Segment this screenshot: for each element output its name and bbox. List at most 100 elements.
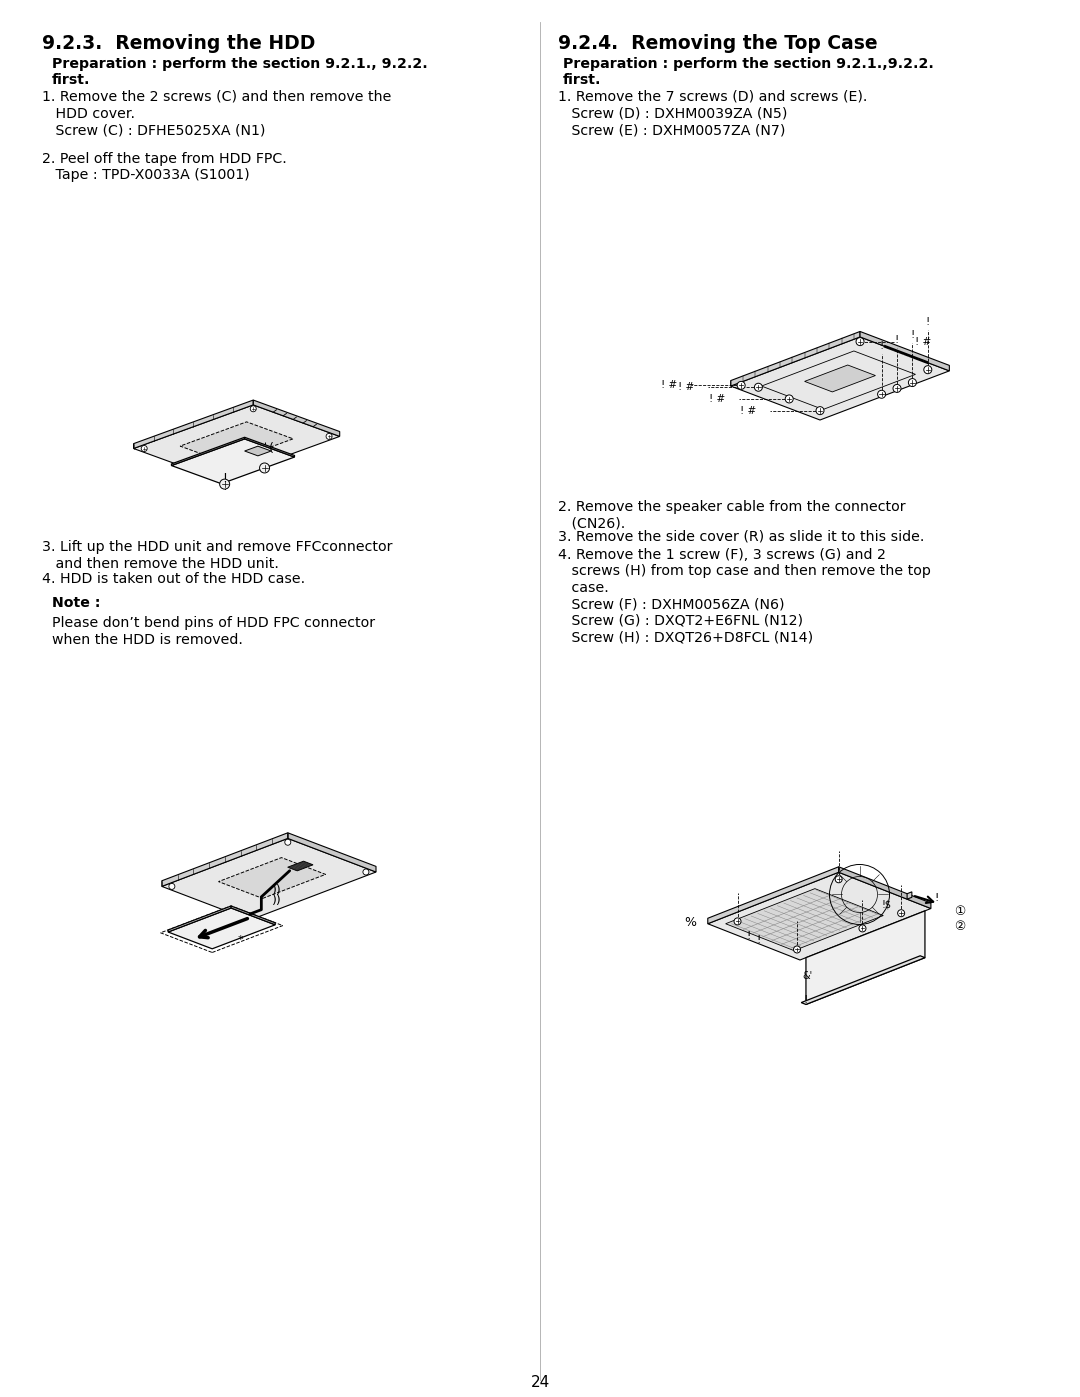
Circle shape <box>363 869 369 875</box>
Polygon shape <box>731 331 860 386</box>
Text: ! #: ! # <box>710 394 726 404</box>
Text: 1. Remove the 7 screws (D) and screws (E).: 1. Remove the 7 screws (D) and screws (E… <box>558 89 867 103</box>
Text: (CN26).: (CN26). <box>558 517 625 531</box>
Circle shape <box>859 925 866 932</box>
Polygon shape <box>805 365 876 393</box>
Text: Tape : TPD-X0033A (S1001): Tape : TPD-X0033A (S1001) <box>42 169 249 183</box>
Text: ②: ② <box>954 921 966 933</box>
Polygon shape <box>218 858 325 898</box>
Text: !: ! <box>804 995 808 1006</box>
Circle shape <box>217 474 222 479</box>
Text: !: ! <box>934 893 939 902</box>
Circle shape <box>893 384 901 393</box>
Circle shape <box>785 395 793 402</box>
Polygon shape <box>907 891 912 900</box>
Text: Please don’t bend pins of HDD FPC connector: Please don’t bend pins of HDD FPC connec… <box>52 616 375 630</box>
Text: Screw (D) : DXHM0039ZA (N5): Screw (D) : DXHM0039ZA (N5) <box>558 106 787 120</box>
Circle shape <box>897 909 905 916</box>
Text: when the HDD is removed.: when the HDD is removed. <box>52 633 243 647</box>
Text: !: ! <box>926 317 930 327</box>
Polygon shape <box>731 337 949 420</box>
Text: first.: first. <box>563 74 602 88</box>
Text: 24: 24 <box>530 1375 550 1390</box>
Text: screws (H) from top case and then remove the top: screws (H) from top case and then remove… <box>558 564 931 578</box>
Text: !: ! <box>222 472 227 485</box>
Circle shape <box>141 446 147 451</box>
Text: ! #: ! # <box>678 383 694 393</box>
Text: Screw (F) : DXHM0056ZA (N6): Screw (F) : DXHM0056ZA (N6) <box>558 598 784 612</box>
Text: !: ! <box>895 335 900 345</box>
Text: )): )) <box>272 894 282 907</box>
Circle shape <box>794 946 800 953</box>
Circle shape <box>734 918 741 925</box>
Text: &': &' <box>802 971 813 981</box>
Polygon shape <box>726 888 883 950</box>
Text: (: ( <box>269 441 273 454</box>
Text: ①: ① <box>954 905 966 918</box>
Text: ! #: ! # <box>740 405 756 416</box>
Text: %: % <box>684 916 696 929</box>
Text: *: * <box>238 936 243 946</box>
Text: )): )) <box>272 884 282 897</box>
Text: 4. Remove the 1 screw (F), 3 screws (G) and 2: 4. Remove the 1 screw (F), 3 screws (G) … <box>558 548 886 562</box>
Text: Screw (C) : DFHE5025XA (N1): Screw (C) : DFHE5025XA (N1) <box>42 123 266 137</box>
Polygon shape <box>134 405 340 481</box>
Polygon shape <box>860 331 949 370</box>
Text: ! #: ! # <box>915 337 931 346</box>
Circle shape <box>247 914 253 919</box>
Text: Screw (H) : DXQT26+D8FCL (N14): Screw (H) : DXQT26+D8FCL (N14) <box>558 630 813 644</box>
Polygon shape <box>707 872 931 960</box>
Text: Screw (G) : DXQT2+E6FNL (N12): Screw (G) : DXQT2+E6FNL (N12) <box>558 615 804 629</box>
Text: first.: first. <box>52 74 91 88</box>
Circle shape <box>856 338 864 345</box>
Text: 4. HDD is taken out of the HDD case.: 4. HDD is taken out of the HDD case. <box>42 571 306 585</box>
Text: 1. Remove the 2 screws (C) and then remove the: 1. Remove the 2 screws (C) and then remo… <box>42 89 391 103</box>
Text: HDD cover.: HDD cover. <box>42 106 135 120</box>
Circle shape <box>923 366 932 373</box>
Polygon shape <box>707 866 839 923</box>
Circle shape <box>738 381 745 390</box>
Circle shape <box>219 479 230 489</box>
Circle shape <box>285 840 291 845</box>
Polygon shape <box>162 838 376 921</box>
Polygon shape <box>806 911 924 1004</box>
Text: 9.2.3.  Removing the HDD: 9.2.3. Removing the HDD <box>42 34 315 53</box>
Text: case.: case. <box>558 581 609 595</box>
Circle shape <box>168 883 175 890</box>
Polygon shape <box>231 907 275 925</box>
Text: !: ! <box>746 932 751 942</box>
Polygon shape <box>287 861 313 870</box>
Circle shape <box>251 405 256 412</box>
Polygon shape <box>172 439 295 483</box>
Text: Preparation : perform the section 9.2.1.,9.2.2.: Preparation : perform the section 9.2.1.… <box>563 57 934 71</box>
Text: 3. Remove the side cover (R) as slide it to this side.: 3. Remove the side cover (R) as slide it… <box>558 529 924 543</box>
Text: !$: !$ <box>881 900 891 909</box>
Text: ! #: ! # <box>661 380 677 390</box>
Text: Note :: Note : <box>52 597 100 610</box>
Text: !: ! <box>910 330 915 339</box>
Polygon shape <box>801 956 924 1004</box>
Polygon shape <box>134 400 253 448</box>
Polygon shape <box>839 866 931 908</box>
Text: !: ! <box>756 936 760 946</box>
Text: 3. Lift up the HDD unit and remove FFCconnector: 3. Lift up the HDD unit and remove FFCco… <box>42 541 392 555</box>
Text: and then remove the HDD unit.: and then remove the HDD unit. <box>42 556 279 570</box>
Polygon shape <box>172 437 244 465</box>
Polygon shape <box>244 437 295 457</box>
Polygon shape <box>244 446 271 455</box>
Text: !: ! <box>879 341 883 351</box>
Polygon shape <box>180 422 293 462</box>
Circle shape <box>816 407 824 415</box>
Text: Screw (E) : DXHM0057ZA (N7): Screw (E) : DXHM0057ZA (N7) <box>558 123 785 137</box>
Circle shape <box>835 876 842 883</box>
Circle shape <box>878 390 886 398</box>
Polygon shape <box>162 833 287 887</box>
Text: 2. Peel off the tape from HDD FPC.: 2. Peel off the tape from HDD FPC. <box>42 152 287 166</box>
Polygon shape <box>287 833 376 872</box>
Text: Preparation : perform the section 9.2.1., 9.2.2.: Preparation : perform the section 9.2.1.… <box>52 57 428 71</box>
Circle shape <box>326 433 332 440</box>
Text: 9.2.4.  Removing the Top Case: 9.2.4. Removing the Top Case <box>558 34 878 53</box>
Polygon shape <box>253 400 340 436</box>
Polygon shape <box>168 908 275 949</box>
Circle shape <box>755 383 762 391</box>
